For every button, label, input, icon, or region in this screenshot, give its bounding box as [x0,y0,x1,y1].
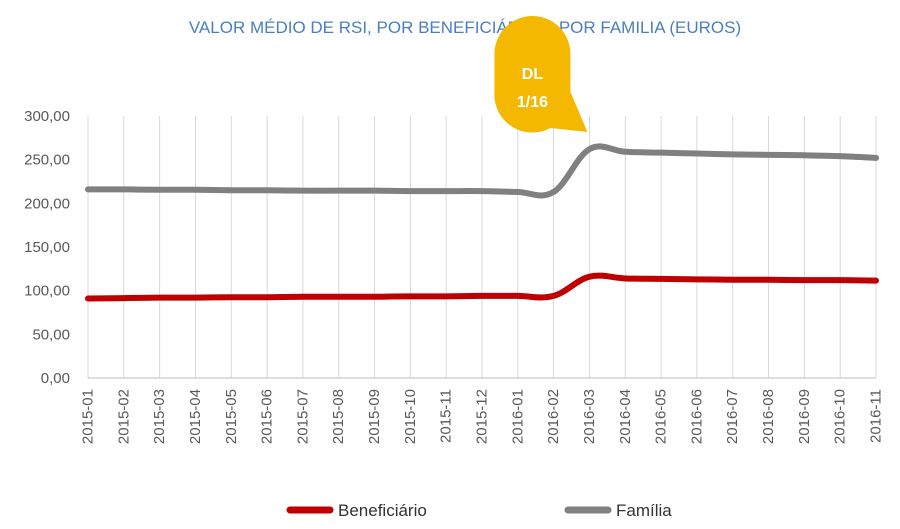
y-tick-label: 150,00 [24,239,70,256]
x-tick-label: 2015-12 [474,389,491,444]
x-tick-label: 2015-07 [294,389,311,444]
y-tick-label: 50,00 [32,326,70,343]
x-tick-label: 2016-01 [509,389,526,444]
x-tick-label: 2016-10 [832,389,849,444]
series-line-1 [85,143,879,199]
x-tick-label: 2016-02 [545,389,562,444]
x-tick-label: 2015-10 [402,389,419,444]
x-tick-label: 2016-08 [760,389,777,444]
x-tick-label: 2016-03 [581,389,598,444]
y-tick-label: 300,00 [24,108,70,125]
x-tick-label: 2015-06 [259,389,276,444]
x-tick-label: 2016-11 [868,389,885,443]
annotation-bubble: DL 1/16 [494,16,588,133]
x-tick-label: 2015-09 [366,389,383,444]
grid [87,116,877,379]
x-tick-label: 2015-02 [115,389,132,444]
x-tick-label: 2016-07 [724,389,741,444]
x-tick-label: 2015-11 [438,389,455,443]
x-tick-label: 2015-01 [80,389,97,444]
series-lines [85,143,879,302]
legend-label-beneficiario: Beneficiário [338,501,427,520]
y-tick-label: 250,00 [24,152,70,169]
x-tick-label: 2015-05 [223,389,240,444]
y-tick-label: 0,00 [41,370,70,387]
legend-label-familia: Família [616,501,672,520]
y-axis: 0,00 50,00 100,00 150,00 200,00 250,00 300,00 [24,108,70,387]
annotation-bubble-shape [494,16,588,133]
x-tick-label: 2016-09 [796,389,813,444]
x-tick-label: 2016-04 [617,389,634,444]
x-tick-label: 2016-06 [688,389,705,444]
legend: Beneficiário Família [286,501,672,520]
annotation-line2: 1/16 [517,94,548,111]
y-tick-label: 100,00 [24,283,70,300]
x-tick-label: 2015-04 [187,389,204,444]
series-line-0 [85,272,879,302]
annotation-line1: DL [522,66,544,83]
x-tick-label: 2015-03 [151,389,168,444]
y-tick-label: 200,00 [24,195,70,212]
x-tick-label: 2016-05 [653,389,670,444]
x-axis: 2015-01 2015-02 2015-03 2015-04 2015-05 2015-… [80,389,885,444]
chart-title: VALOR MÉDIO DE RSI, POR BENEFICIÁRIO E P… [189,18,741,37]
x-tick-label: 2015-08 [330,389,347,444]
